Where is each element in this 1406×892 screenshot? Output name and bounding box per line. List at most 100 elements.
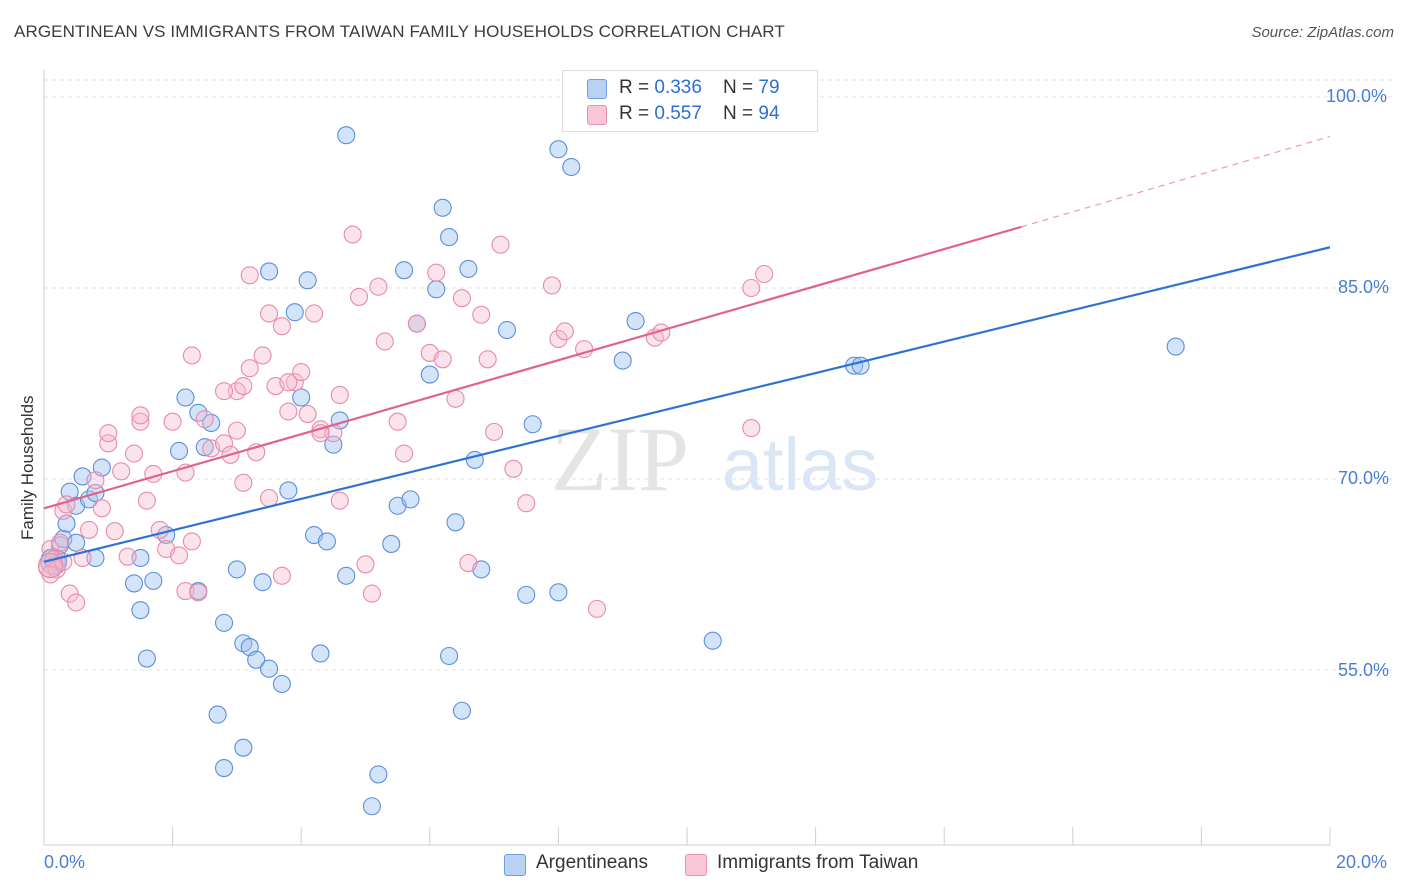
r-value: 0.336 [654,77,702,98]
data-point-argentineans [362,797,381,816]
data-point-taiwan [105,522,124,541]
data-point-taiwan [446,389,465,408]
data-point-taiwan [362,584,381,603]
data-point-taiwan [259,489,279,508]
legend-label: Immigrants from Taiwan [717,852,919,873]
data-point-argentineans [195,438,214,457]
data-point-argentineans [176,388,195,407]
data-point-taiwan [67,593,86,612]
data-point-argentineans [382,534,401,553]
data-point-argentineans [169,441,189,461]
data-point-taiwan [272,566,291,585]
data-point-argentineans [124,574,144,593]
watermark-atlas: atlas [722,423,878,506]
legend-swatch-pink [587,105,607,125]
data-point-argentineans [67,533,86,552]
data-point-argentineans [440,228,459,247]
data-point-taiwan [388,412,407,431]
data-point-taiwan [112,462,131,481]
source-label: Source: ZipAtlas.com [1251,24,1394,41]
data-point-argentineans [369,765,388,784]
y-tick-label: 85.0% [1338,277,1390,297]
data-point-taiwan [472,305,491,324]
data-point-taiwan [253,346,272,365]
data-point-argentineans [285,303,304,322]
data-point-argentineans [214,613,234,632]
data-point-argentineans [446,513,465,532]
data-point-taiwan [330,491,349,510]
data-point-taiwan [240,359,259,378]
data-point-taiwan [459,553,478,573]
data-point-taiwan [330,385,349,405]
data-point-argentineans [440,646,459,666]
data-point-taiwan [131,412,150,431]
trend-lines [43,135,1331,563]
data-point-taiwan [356,555,375,574]
data-point-taiwan [587,599,607,618]
data-point-argentineans [137,649,156,668]
data-point-taiwan [504,459,523,478]
data-point-taiwan [227,421,246,440]
series-taiwan [37,225,774,618]
legend-swatch-blue [504,854,526,876]
data-point-argentineans [395,261,414,280]
data-point-taiwan [272,317,291,336]
data-point-argentineans [459,259,478,278]
legend-swatch-blue [587,79,607,99]
data-point-taiwan [189,583,208,602]
data-point-argentineans [311,644,330,663]
data-point-taiwan [305,304,324,323]
data-point-argentineans [317,532,336,551]
n-label: N = [723,77,759,98]
data-point-taiwan [240,266,259,285]
data-point-taiwan [137,491,156,510]
data-point-taiwan [292,362,311,382]
data-point-taiwan [350,287,369,306]
data-point-argentineans [144,571,163,590]
trend-line-taiwan-extension [1021,135,1331,228]
data-point-argentineans [497,320,517,340]
data-point-taiwan [144,464,163,483]
data-point-taiwan [395,444,414,463]
data-point-argentineans [214,758,234,778]
data-point-taiwan [41,539,60,559]
data-point-taiwan [517,494,536,513]
data-point-taiwan [182,532,201,551]
r-label: R = [619,103,655,124]
data-point-taiwan [755,264,774,284]
r-label: R = [619,77,655,98]
data-point-taiwan [452,289,472,308]
data-point-taiwan [433,350,452,369]
y-tick-label: 70.0% [1338,468,1390,488]
data-point-taiwan [549,329,568,348]
chart-title: ARGENTINEAN VS IMMIGRANTS FROM TAIWAN FA… [14,22,785,41]
data-point-taiwan [427,263,446,282]
data-point-argentineans [259,262,279,281]
y-tick-label: 100.0% [1326,86,1388,106]
data-point-taiwan [195,410,214,429]
data-point-argentineans [703,631,722,650]
data-point-argentineans [208,705,227,724]
data-point-taiwan [234,376,253,396]
data-point-taiwan [742,419,761,438]
data-point-taiwan [485,422,504,441]
legend-swatch-pink [685,854,707,876]
data-point-argentineans [562,157,581,177]
data-point-taiwan [234,473,253,492]
data-point-argentineans [433,198,452,217]
data-point-argentineans [613,351,632,370]
data-point-taiwan [79,520,99,539]
data-point-argentineans [227,560,246,579]
data-point-taiwan [555,322,574,341]
data-point-argentineans [549,140,568,159]
data-point-argentineans [337,126,356,145]
data-point-taiwan [60,584,79,603]
data-point-taiwan [375,332,394,351]
data-point-argentineans [1166,337,1185,356]
x-tick-label-max: 20.0% [1336,852,1388,872]
n-value: 79 [758,77,780,98]
data-point-argentineans [131,601,150,620]
data-point-taiwan [51,533,70,552]
trend-line-taiwan [43,225,1022,510]
data-point-taiwan [298,405,317,424]
